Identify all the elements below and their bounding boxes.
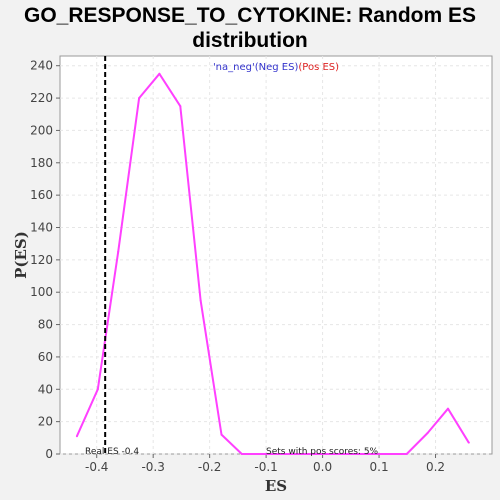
series-point: [220, 433, 223, 436]
chart-title-line-2: distribution: [192, 29, 307, 52]
y-tick-label: 40: [38, 382, 53, 396]
legend: 'na_neg'(Neg ES)(Pos ES): [213, 62, 339, 73]
x-tick-label: -0.2: [198, 460, 221, 474]
grid-lines: [60, 56, 492, 455]
series-point: [75, 435, 78, 438]
real-es-label: Real ES -0.4: [85, 447, 139, 457]
series-point: [138, 97, 141, 100]
y-tick-label: 60: [38, 350, 53, 364]
x-tick-label: 0.2: [426, 460, 445, 474]
x-axis-label: ES: [265, 477, 287, 495]
y-tick-label: 240: [30, 59, 53, 73]
series-layer: [75, 72, 470, 455]
series-point: [282, 453, 285, 455]
x-tick-label: 0.1: [370, 460, 389, 474]
x-tick-label: -0.1: [254, 460, 277, 474]
series-point: [261, 453, 264, 455]
series-point: [446, 407, 449, 410]
series-point: [467, 441, 470, 444]
y-tick-label: 200: [30, 123, 53, 137]
pos-scores-label: Sets with pos scores: 5%: [266, 447, 379, 457]
series-point: [344, 453, 347, 455]
x-tick-label: 0.0: [313, 460, 332, 474]
y-tick-label: 100: [30, 285, 53, 299]
series-point: [199, 299, 202, 302]
chart-title-line-1: GO_RESPONSE_TO_CYTOKINE: Random ES: [24, 4, 476, 27]
series-point: [117, 250, 120, 253]
series-point: [96, 388, 99, 391]
y-tick-label: 20: [38, 415, 53, 429]
x-tick-label: -0.4: [85, 460, 108, 474]
series-point: [426, 431, 429, 434]
legend-neg-es: (Neg ES): [255, 62, 299, 73]
y-tick-label: 0: [45, 447, 53, 461]
y-tick-label: 220: [30, 91, 53, 105]
series-point: [302, 453, 305, 455]
y-tick-label: 160: [30, 188, 53, 202]
series-line: [75, 72, 470, 455]
y-tick-label: 120: [30, 253, 53, 267]
y-tick-label: 180: [30, 156, 53, 170]
legend-na-neg: 'na_neg': [213, 62, 255, 73]
series-point: [405, 453, 408, 455]
series-point: [240, 453, 243, 455]
plot-area: [59, 55, 493, 455]
y-tick-label: 80: [38, 318, 53, 332]
y-axis-label: P(ES): [12, 231, 30, 279]
series-point: [179, 105, 182, 108]
series-point: [158, 72, 161, 75]
axis-ticks: 0 20 40 60 80 100 120 140 160 180 200 220 240 -0.4 -0.…: [30, 59, 445, 474]
series-point: [364, 453, 367, 455]
series-point: [323, 453, 326, 455]
y-tick-label: 140: [30, 220, 53, 234]
x-tick-label: -0.3: [141, 460, 164, 474]
legend-pos-es: (Pos ES): [298, 62, 339, 73]
series-point: [385, 453, 388, 455]
